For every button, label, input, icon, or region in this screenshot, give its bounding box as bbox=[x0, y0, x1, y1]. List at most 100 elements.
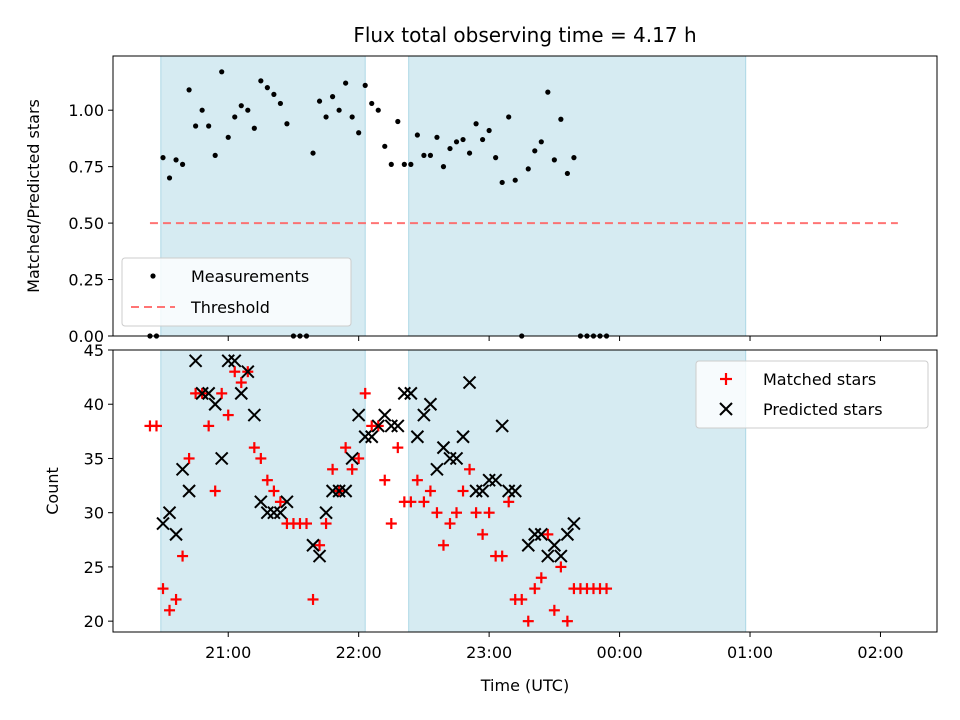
predicted-star-point bbox=[345, 451, 359, 466]
matched-star-point bbox=[353, 452, 365, 464]
measurement-point bbox=[453, 139, 460, 145]
measurement-point bbox=[447, 145, 453, 152]
measurement-point bbox=[336, 107, 342, 113]
predicted-star-point bbox=[488, 473, 503, 487]
matched-stars-points bbox=[144, 366, 613, 627]
matched-star-point bbox=[307, 593, 319, 605]
matched-star-point bbox=[431, 507, 443, 519]
predicted-star-point bbox=[443, 451, 457, 466]
measurement-point bbox=[193, 123, 199, 129]
predicted-star-point bbox=[482, 473, 496, 487]
matched-star-point bbox=[327, 463, 339, 475]
predicted-star-point bbox=[162, 505, 177, 520]
predicted-star-point bbox=[241, 364, 255, 379]
matched-star-point bbox=[183, 452, 195, 464]
measurement-point bbox=[382, 143, 388, 149]
predicted-star-point bbox=[215, 451, 229, 466]
measurement-point bbox=[258, 78, 264, 84]
predicted-star-point bbox=[397, 386, 412, 401]
matched-star-point bbox=[222, 409, 234, 421]
matched-star-point bbox=[340, 442, 352, 454]
matched-star-point bbox=[451, 507, 463, 519]
matched-star-point bbox=[418, 496, 430, 508]
y-tick-label: 0.75 bbox=[68, 158, 104, 177]
y-tick-label: 30 bbox=[84, 504, 104, 523]
count-x-ticks: 21:00 22:00 23:00 00:00 01:00 02:00 bbox=[205, 632, 904, 662]
matched-star-point bbox=[248, 442, 260, 454]
measurement-point bbox=[160, 155, 166, 161]
measurement-point bbox=[271, 91, 277, 97]
count-y-axis-label: Count bbox=[43, 467, 62, 515]
measurement-point bbox=[421, 152, 427, 158]
legend-predicted-label: Predicted stars bbox=[763, 400, 883, 419]
predicted-star-point bbox=[423, 397, 438, 411]
matched-star-point bbox=[359, 387, 371, 399]
measurement-point bbox=[277, 100, 284, 107]
measurement-point bbox=[362, 82, 368, 88]
measurement-point bbox=[245, 107, 251, 113]
ratio-x-ticks bbox=[227, 336, 881, 341]
predicted-star-point bbox=[521, 538, 535, 552]
matched-star-point bbox=[457, 485, 469, 497]
legend-matched-label: Matched stars bbox=[763, 370, 876, 389]
matched-star-point bbox=[150, 420, 162, 432]
measurement-point bbox=[538, 139, 544, 145]
predicted-star-point bbox=[306, 538, 320, 552]
predicted-star-point bbox=[410, 430, 425, 444]
ratio-panel-frame bbox=[112, 55, 938, 337]
predicted-star-point bbox=[495, 419, 509, 433]
matched-star-point bbox=[274, 496, 286, 508]
y-tick-label: 0.00 bbox=[68, 327, 104, 346]
predicted-star-point bbox=[534, 527, 549, 542]
predicted-star-point bbox=[404, 386, 418, 401]
measurement-point bbox=[225, 134, 231, 140]
measurement-point bbox=[199, 107, 205, 113]
measurement-point bbox=[343, 80, 349, 86]
measurement-point bbox=[571, 155, 577, 161]
x-tick-label: 21:00 bbox=[205, 643, 251, 662]
measurement-point bbox=[369, 100, 375, 107]
count-panel: 20 25 30 35 40 45 21:00 22:00 23:00 00:00 01:00 02… bbox=[43, 341, 938, 695]
predicted-star-point bbox=[547, 538, 562, 552]
measurement-point bbox=[329, 94, 336, 100]
measurement-point bbox=[173, 157, 179, 163]
predicted-star-point bbox=[188, 354, 203, 368]
legend-matched-marker bbox=[720, 373, 732, 385]
measurement-points bbox=[147, 69, 610, 339]
predicted-star-point bbox=[456, 430, 470, 444]
predicted-star-point bbox=[541, 549, 555, 563]
predicted-star-point bbox=[391, 419, 405, 433]
matched-star-point bbox=[255, 452, 267, 464]
predicted-star-point bbox=[358, 430, 372, 444]
ratio-y-axis-label: Matched/Predicted stars bbox=[24, 99, 43, 293]
matched-star-point bbox=[300, 518, 312, 530]
predicted-star-point bbox=[560, 527, 575, 542]
legend-predicted-marker bbox=[719, 402, 733, 416]
ratio-panel-shading bbox=[160, 55, 747, 337]
measurement-point bbox=[408, 161, 414, 167]
measurement-point bbox=[356, 130, 362, 136]
measurement-point bbox=[493, 155, 499, 161]
predicted-star-point bbox=[501, 484, 516, 498]
measurement-point bbox=[219, 69, 225, 75]
x-axis-label: Time (UTC) bbox=[480, 676, 569, 695]
predicted-star-point bbox=[201, 386, 216, 401]
matched-star-point bbox=[496, 550, 508, 562]
matched-star-point bbox=[379, 474, 391, 486]
x-tick-label: 22:00 bbox=[336, 643, 382, 662]
measurement-point bbox=[512, 177, 518, 183]
measurement-point bbox=[375, 107, 381, 113]
predicted-star-point bbox=[449, 451, 464, 466]
measurement-point bbox=[238, 103, 244, 109]
matched-star-point bbox=[470, 507, 482, 519]
matched-star-point bbox=[157, 583, 169, 595]
y-tick-label: 25 bbox=[84, 558, 104, 577]
predicted-star-point bbox=[169, 527, 183, 542]
ratio-panel: 0.00 0.25 0.50 0.75 1.00 Matched/Predicted s… bbox=[24, 55, 938, 346]
predicted-star-point bbox=[312, 549, 327, 563]
y-tick-label: 20 bbox=[84, 612, 104, 631]
predicted-star-point bbox=[175, 462, 190, 477]
predicted-star-point bbox=[430, 462, 444, 477]
matched-star-point bbox=[405, 496, 417, 508]
predicted-star-point bbox=[234, 386, 248, 401]
